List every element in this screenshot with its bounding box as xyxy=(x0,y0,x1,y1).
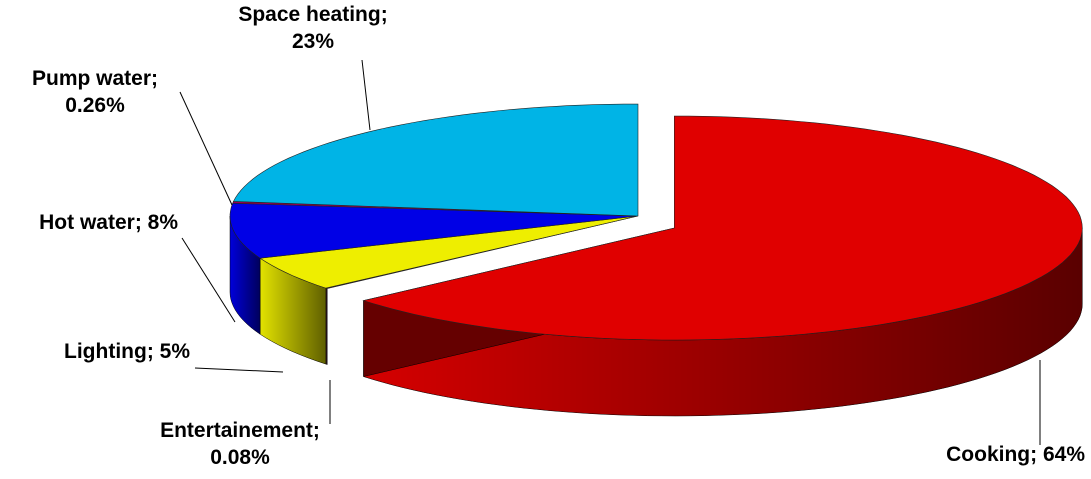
slice-top xyxy=(259,215,639,289)
data-label: Entertainement; 0.08% xyxy=(160,419,320,469)
side-shade xyxy=(230,216,261,335)
data-label: Lighting; 5% xyxy=(64,340,190,363)
leader-line xyxy=(361,59,371,131)
leader-line xyxy=(181,237,236,323)
label-line: 0.08% xyxy=(210,446,270,469)
label-line: Space heating; xyxy=(238,3,387,26)
slice-top xyxy=(229,202,639,259)
slice-top xyxy=(362,115,1083,341)
leader-line xyxy=(179,91,233,206)
side-shade xyxy=(260,258,326,365)
data-label: Cooking; 64% xyxy=(946,443,1085,466)
label-line: 0.26% xyxy=(65,94,125,117)
side-shade xyxy=(325,288,328,365)
slice-top xyxy=(233,103,639,217)
label-line: Pump water; xyxy=(32,67,158,90)
data-label: Space heating; 23% xyxy=(238,3,387,53)
label-line: Entertainement; xyxy=(160,419,320,442)
label-line: 23% xyxy=(292,30,334,53)
side-shade xyxy=(363,228,1083,416)
leader-line xyxy=(194,367,284,373)
data-label: Pump water; 0.26% xyxy=(32,67,158,117)
data-label: Hot water; 8% xyxy=(39,211,178,234)
